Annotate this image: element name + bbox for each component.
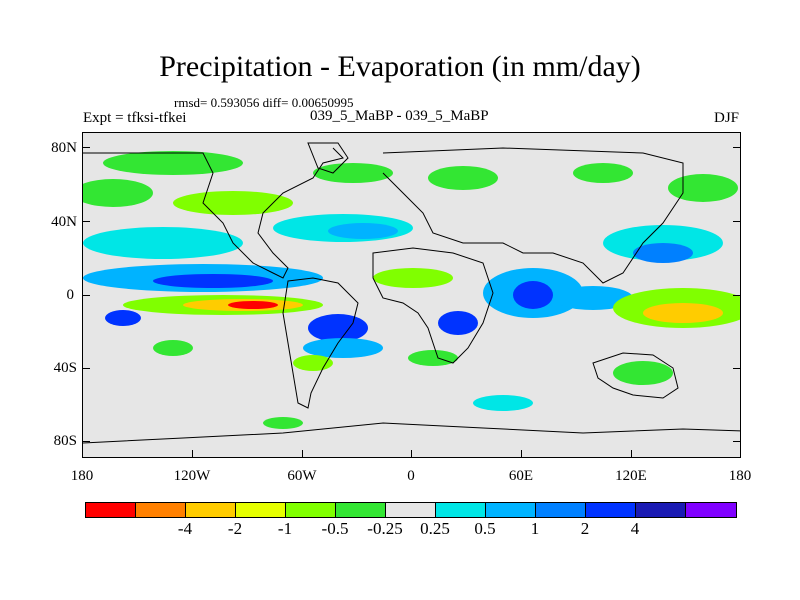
africa-coast <box>372 247 494 364</box>
y-label-80n: 80N <box>51 140 77 156</box>
colorbar-label: -0.5 <box>321 519 349 538</box>
eurasia-coast <box>382 147 684 284</box>
y-label-80s: 80S <box>53 433 77 449</box>
colorbar-swatch <box>136 503 186 517</box>
x-label-120w: 120W <box>173 468 211 484</box>
colorbar-label: -0.25 <box>367 519 403 538</box>
x-tick <box>631 450 632 458</box>
colorbar-label: -1 <box>277 519 293 538</box>
contour-blob <box>373 268 453 288</box>
y-tick <box>733 295 741 296</box>
north-america-coast <box>83 147 344 279</box>
x-tick <box>411 450 412 458</box>
comparison-label: 039_5_MaBP - 039_5_MaBP <box>310 108 489 124</box>
australia-coast <box>592 352 679 399</box>
x-label-0: 0 <box>407 468 415 484</box>
contour-blob <box>328 223 398 239</box>
field-contours <box>83 151 740 429</box>
contour-blob <box>303 338 383 358</box>
colorbar-swatch <box>536 503 586 517</box>
south-america-coast <box>282 277 359 409</box>
y-tick <box>82 441 90 442</box>
contour-blob <box>103 151 243 175</box>
contour-blob <box>173 191 293 215</box>
colorbar-label: 0.25 <box>420 519 450 538</box>
colorbar-swatch <box>86 503 136 517</box>
colorbar-swatch <box>486 503 536 517</box>
contour-blob <box>153 274 273 288</box>
experiment-label: Expt = tfksi-tfkei <box>83 110 187 126</box>
contour-blob <box>553 286 633 310</box>
colorbar-label: 1 <box>530 519 540 538</box>
map-plot <box>83 142 740 444</box>
colorbar-swatch <box>336 503 386 517</box>
greenland-coast <box>307 142 349 174</box>
contour-blob <box>513 281 553 309</box>
y-tick <box>733 441 741 442</box>
colorbar-swatch <box>236 503 286 517</box>
x-label-60w: 60W <box>287 468 317 484</box>
colorbar-label: 0.5 <box>474 519 496 538</box>
contour-blob <box>643 303 723 323</box>
x-tick <box>521 450 522 458</box>
y-tick <box>82 295 90 296</box>
contour-blob <box>308 314 368 342</box>
chart-title: Precipitation - Evaporation (in mm/day) <box>159 50 641 83</box>
colorbar-swatch <box>436 503 486 517</box>
contour-blob <box>105 310 141 326</box>
x-label-180-right: 180 <box>728 468 752 484</box>
y-tick <box>733 221 741 222</box>
x-tick <box>302 450 303 458</box>
stats-subtitle: rmsd= 0.593056 diff= 0.00650995 <box>174 95 354 110</box>
coastlines <box>83 142 740 444</box>
colorbar-swatch <box>386 503 436 517</box>
colorbar <box>85 502 737 518</box>
x-tick <box>192 450 193 458</box>
contour-blob <box>83 179 153 207</box>
y-tick <box>82 368 90 369</box>
colorbar-label: -2 <box>227 519 243 538</box>
colorbar-label: 2 <box>580 519 590 538</box>
y-label-0: 0 <box>66 287 75 303</box>
y-label-40s: 40S <box>53 360 77 376</box>
contour-blob <box>83 227 243 259</box>
colorbar-swatch <box>586 503 636 517</box>
x-label-180-left: 180 <box>70 468 94 484</box>
colorbar-swatch <box>286 503 336 517</box>
colorbar-label: 4 <box>630 519 640 538</box>
contour-blob <box>293 355 333 371</box>
season-label: DJF <box>713 110 739 126</box>
contour-blob <box>633 243 693 263</box>
y-label-40n: 40N <box>51 214 77 230</box>
map-panel <box>82 132 741 458</box>
x-label-60e: 60E <box>508 468 534 484</box>
contour-blob <box>263 417 303 429</box>
contour-blob <box>613 361 673 385</box>
y-tick <box>733 147 741 148</box>
contour-blob <box>668 174 738 202</box>
y-tick <box>82 147 90 148</box>
contour-blob <box>408 350 458 366</box>
y-tick <box>733 368 741 369</box>
colorbar-swatch <box>636 503 686 517</box>
colorbar-swatch <box>686 503 736 517</box>
contour-blob <box>228 301 278 309</box>
contour-blob <box>428 166 498 190</box>
contour-blob <box>573 163 633 183</box>
contour-blob <box>438 311 478 335</box>
y-tick <box>82 221 90 222</box>
colorbar-label: -4 <box>177 519 193 538</box>
x-label-120e: 120E <box>615 468 647 484</box>
contour-blob <box>153 340 193 356</box>
contour-blob <box>473 395 533 411</box>
colorbar-swatch <box>186 503 236 517</box>
contour-blob <box>313 163 393 183</box>
antarctica-coast <box>83 422 740 444</box>
